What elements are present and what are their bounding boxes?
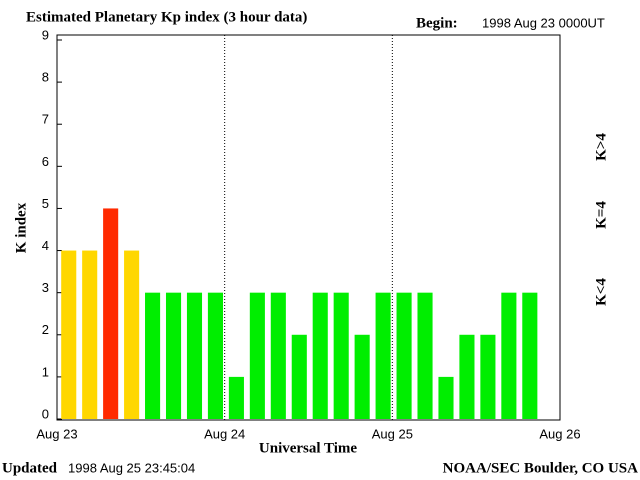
bar bbox=[312, 292, 328, 419]
chart-title: Estimated Planetary Kp index (3 hour dat… bbox=[26, 9, 307, 25]
bar bbox=[417, 292, 433, 419]
y-tick-label: 5 bbox=[42, 196, 49, 211]
legend-entry: K>4 bbox=[593, 133, 609, 161]
y-tick-label: 6 bbox=[42, 154, 49, 169]
y-tick-label: 7 bbox=[42, 112, 49, 127]
bar bbox=[249, 292, 265, 419]
bar bbox=[459, 334, 475, 419]
bar bbox=[82, 250, 98, 419]
bar bbox=[501, 292, 517, 419]
bar bbox=[61, 250, 77, 419]
bar bbox=[396, 292, 412, 419]
bar bbox=[291, 334, 307, 419]
updated-label: Updated bbox=[2, 460, 58, 476]
credit: NOAA/SEC Boulder, CO USA bbox=[443, 460, 638, 476]
bar bbox=[145, 292, 161, 419]
bar bbox=[207, 292, 223, 419]
x-tick-label: Aug 25 bbox=[372, 426, 413, 441]
bar bbox=[228, 376, 244, 419]
y-tick-label: 4 bbox=[42, 238, 49, 253]
legend-entry: K=4 bbox=[593, 201, 609, 229]
x-tick-label: Aug 24 bbox=[204, 426, 245, 441]
x-tick-label: Aug 23 bbox=[36, 426, 77, 441]
bar bbox=[333, 292, 349, 419]
x-tick-label: Aug 26 bbox=[539, 426, 580, 441]
y-tick-label: 9 bbox=[42, 27, 49, 42]
bar bbox=[103, 208, 119, 419]
bar bbox=[438, 376, 454, 419]
bar bbox=[165, 292, 182, 419]
bar bbox=[522, 292, 538, 419]
y-tick-label: 8 bbox=[42, 70, 49, 85]
bar bbox=[186, 292, 203, 419]
y-tick-label: 2 bbox=[42, 322, 49, 337]
y-tick-label: 0 bbox=[42, 406, 49, 421]
y-tick-label: 1 bbox=[42, 364, 49, 379]
legend-entry: K<4 bbox=[593, 278, 609, 306]
bar bbox=[270, 292, 286, 419]
x-axis-label: Universal Time bbox=[259, 440, 358, 456]
begin-date: 1998 Aug 23 0000UT bbox=[482, 15, 605, 30]
y-axis-label: K index bbox=[13, 202, 29, 253]
begin-label: Begin: bbox=[416, 15, 458, 31]
y-tick-label: 3 bbox=[42, 280, 49, 295]
bar bbox=[480, 334, 496, 419]
bar bbox=[375, 292, 391, 419]
updated-date: 1998 Aug 25 23:45:04 bbox=[68, 460, 195, 475]
bar bbox=[354, 334, 370, 419]
bar bbox=[124, 250, 140, 419]
